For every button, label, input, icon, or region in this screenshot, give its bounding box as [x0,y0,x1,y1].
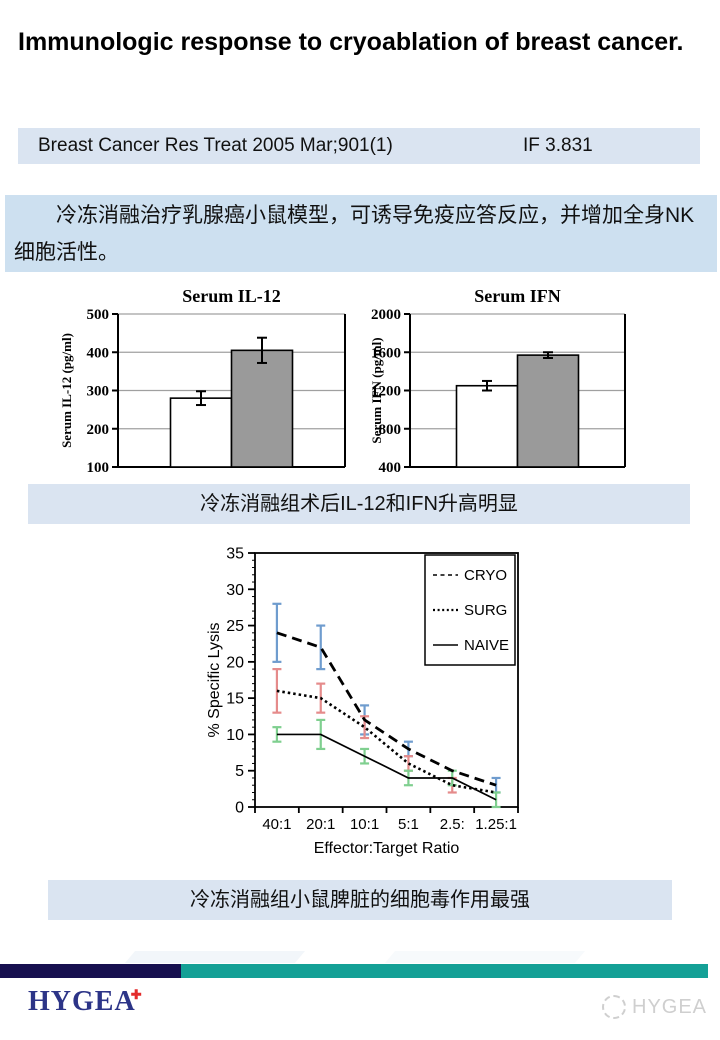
svg-text:20:1: 20:1 [306,816,335,833]
svg-text:100: 100 [87,460,110,476]
svg-text:5: 5 [235,763,244,780]
journal-reference: Breast Cancer Res Treat 2005 Mar;901(1) [38,135,393,156]
footer-decoration-shape [384,951,586,963]
svg-text:Serum IL-12: Serum IL-12 [182,286,281,306]
svg-text:800: 800 [379,422,402,438]
svg-text:40:1: 40:1 [262,816,291,833]
svg-text:0: 0 [235,800,244,817]
footer-bar-navy [0,964,181,978]
logo-cross-icon: ✚ [130,987,142,1002]
svg-text:Effector:Target Ratio: Effector:Target Ratio [314,840,460,857]
footer-decoration-shape [124,951,306,963]
hygea-logo: HYGEA✚ [28,986,147,1018]
svg-text:SURG: SURG [464,602,507,619]
specific-lysis-line-chart: 0 5 10 15 20 25 30 35 40:1 20:1 10:1 5:1 2.5: 1.25:1 E… [205,543,545,875]
svg-text:Serum IL-12 (pg/ml): Serum IL-12 (pg/ml) [59,333,74,448]
caption-serum-result: 冷冻消融组术后IL-12和IFN升高明显 [28,484,690,524]
footer-bar-teal [181,964,708,978]
journal-reference-bar: Breast Cancer Res Treat 2005 Mar;901(1) … [18,128,700,164]
svg-text:1600: 1600 [371,345,401,361]
caption-lysis-result: 冷冻消融组小鼠脾脏的细胞毒作用最强 [48,880,672,920]
svg-text:15: 15 [226,691,244,708]
svg-text:NAIVE: NAIVE [464,637,509,654]
svg-text:20: 20 [226,654,244,671]
svg-text:400: 400 [379,460,402,476]
serum-ifn-bar-chart: 400 800 1200 1600 2000 Serum IFN Serum IFN (pg… [365,282,665,482]
watermark-circle-icon [602,995,626,1019]
impact-factor: IF 3.831 [523,135,593,156]
svg-text:200: 200 [87,422,110,438]
hygea-watermark: HYGEA [602,995,707,1019]
svg-text:Serum IFN (pg/ml): Serum IFN (pg/ml) [369,337,384,443]
svg-text:% Specific Lysis: % Specific Lysis [206,623,223,738]
hygea-logo-text: HYGEA [28,986,136,1017]
page-title: Immunologic response to cryoablation of … [18,27,684,56]
svg-text:2000: 2000 [371,307,401,323]
svg-text:1200: 1200 [371,384,401,400]
serum-il12-bar-chart: 100 200 300 400 500 Serum IL-12 Serum IL-12 (p… [55,282,355,482]
svg-text:30: 30 [226,582,244,599]
svg-text:CRYO: CRYO [464,567,507,584]
svg-text:10:1: 10:1 [350,816,379,833]
svg-text:35: 35 [226,546,244,563]
svg-text:25: 25 [226,618,244,635]
svg-text:Serum IFN: Serum IFN [474,286,561,306]
watermark-text: HYGEA [632,995,708,1018]
summary-box: 冷冻消融治疗乳腺癌小鼠模型，可诱导免疫应答反应，并增加全身NK细胞活性。 [5,195,717,272]
svg-text:500: 500 [87,307,110,323]
svg-text:400: 400 [87,345,110,361]
summary-text: 冷冻消融治疗乳腺癌小鼠模型，可诱导免疫应答反应，并增加全身NK细胞活性。 [14,204,695,264]
svg-text:1.25:1: 1.25:1 [475,816,517,833]
svg-text:5:1: 5:1 [398,816,419,833]
svg-text:300: 300 [87,384,110,400]
svg-text:2.5:: 2.5: [440,816,465,833]
svg-text:10: 10 [226,727,244,744]
